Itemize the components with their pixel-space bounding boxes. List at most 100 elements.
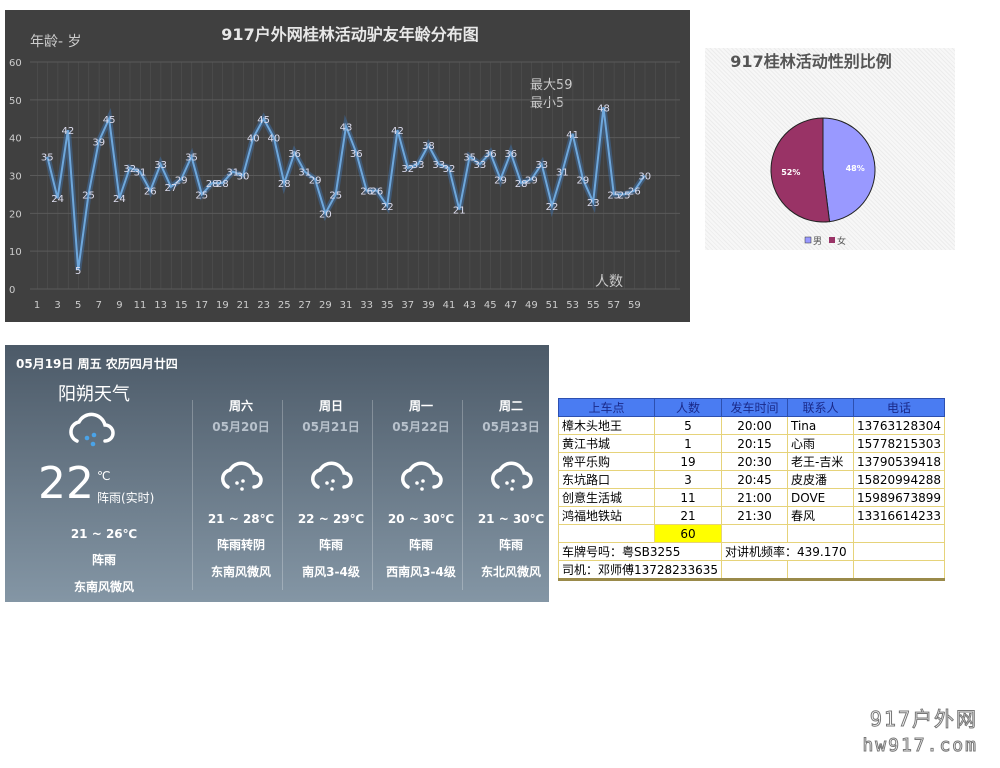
table-cell: 13790539418 (853, 452, 945, 471)
data-label: 35 (463, 153, 476, 164)
table-cell: 15778215303 (853, 434, 945, 453)
data-label: 33 (432, 160, 445, 171)
table-cell: 19 (654, 452, 722, 471)
day-separator (192, 400, 193, 590)
table-header: 上车点 人数 发车时间 联系人 电话 (558, 398, 945, 417)
column-header: 上车点 (558, 398, 655, 417)
table-cell: 黄江书城 (558, 434, 655, 453)
x-tick-label: 1 (34, 300, 40, 311)
data-label: 41 (566, 130, 579, 141)
data-label: 23 (587, 198, 600, 209)
data-label: 26 (628, 187, 641, 198)
table-row: 黄江书城 1 20:15 心雨 15778215303 (558, 434, 945, 453)
table-row: 东坑路口 3 20:45 皮皮潘 15820994288 (558, 470, 945, 489)
data-label: 39 (92, 137, 105, 148)
forecast-day: 周六 05月20日 21 ~ 28℃ 阵雨转阴 东南风微风 (197, 397, 285, 580)
table-cell (558, 524, 655, 543)
x-tick-label: 25 (278, 300, 291, 311)
table-cell: 13763128304 (853, 416, 945, 435)
data-label: 25 (618, 190, 631, 201)
driver-info: 司机：邓师傅13728233635 (558, 560, 722, 580)
pickup-table: 上车点 人数 发车时间 联系人 电话 樟木头地王 5 20:00 Tina 13763128304… (558, 398, 945, 581)
data-label: 42 (391, 126, 404, 137)
table-cell: 1 (654, 434, 722, 453)
x-tick-label: 41 (443, 300, 456, 311)
data-label: 48 (597, 103, 610, 114)
forecast-condition: 阵雨 (498, 538, 523, 552)
data-label: 40 (247, 134, 260, 145)
data-label: 31 (298, 168, 311, 179)
table-cell: Tina (787, 416, 854, 435)
data-label: 32 (443, 164, 456, 175)
forecast-weekday: 周日 (318, 399, 343, 413)
age-line-chart: 年龄- 岁 917户外网桂林活动驴友年龄分布图 最大59 最小5 人数 0 10 2… (5, 10, 690, 322)
y-tick-label: 30 (9, 172, 22, 183)
data-label: 29 (525, 175, 538, 186)
data-label: 33 (535, 160, 548, 171)
data-label: 36 (504, 149, 517, 160)
x-tick-label: 17 (195, 300, 208, 311)
data-label: 45 (257, 115, 270, 126)
data-label: 25 (195, 190, 208, 201)
annotation-max: 最大59 (530, 78, 573, 93)
pie-title: 917桂林活动性别比例 (730, 52, 891, 71)
data-label: 24 (51, 194, 64, 205)
forecast-condition: 阵雨 (408, 538, 433, 552)
pie-slice (770, 117, 831, 223)
x-tick-label: 35 (381, 300, 394, 311)
data-label: 28 (515, 179, 528, 190)
legend-male: 男 (813, 236, 822, 247)
pie-slice (822, 117, 876, 223)
data-label: 40 (268, 134, 281, 145)
forecast-range: 21 ~ 30℃ (477, 512, 545, 526)
forecast-weekday: 周六 (228, 399, 253, 413)
data-label: 29 (309, 175, 322, 186)
data-label: 36 (484, 149, 497, 160)
forecast-day: 周日 05月21日 22 ~ 29℃ 阵雨 南风3-4级 (287, 397, 375, 580)
cloud-rain-icon (221, 461, 263, 491)
data-label: 30 (638, 172, 651, 183)
table-cell: 皮皮潘 (787, 470, 854, 489)
forecast-range: 21 ~ 28℃ (207, 512, 275, 526)
table-cell: 20:30 (721, 452, 788, 471)
data-label: 26 (371, 187, 384, 198)
data-label: 33 (474, 160, 487, 171)
table-row: 鸿福地铁站 21 21:30 春风 13316614233 (558, 506, 945, 525)
y-tick-label: 40 (9, 134, 22, 145)
x-tick-label: 47 (504, 300, 517, 311)
table-cell: 心雨 (787, 434, 854, 453)
temp-unit: ℃ (97, 469, 111, 483)
forecast-day: 周二 05月23日 21 ~ 30℃ 阵雨 东北风微风 (467, 397, 555, 580)
x-tick-label: 49 (525, 300, 538, 311)
x-tick-label: 53 (566, 300, 579, 311)
table-cell: 15820994288 (853, 470, 945, 489)
forecast-range: 20 ~ 30℃ (387, 512, 455, 526)
data-label: 27 (165, 183, 178, 194)
table-cell: 21 (654, 506, 722, 525)
forecast-date: 05月21日 (302, 420, 360, 434)
x-tick-label: 15 (175, 300, 188, 311)
y-tick-label: 60 (9, 58, 22, 69)
data-label: 28 (206, 179, 219, 190)
forecast-condition: 阵雨 (318, 538, 343, 552)
total-count: 60 (654, 524, 722, 543)
data-label: 36 (288, 149, 301, 160)
weather-widget: 05月19日 周五 农历四月廿四 阳朔天气 22 ℃ 阵雨(实时) 21 ~ 2… (5, 345, 549, 602)
data-label: 38 (422, 141, 435, 152)
data-label: 21 (453, 206, 466, 217)
x-tick-label: 19 (216, 300, 229, 311)
forecast-weekday: 周二 (498, 399, 523, 413)
forecast-range: 22 ~ 29℃ (297, 512, 365, 526)
day-separator (282, 400, 283, 590)
data-label: 30 (237, 172, 250, 183)
data-label: 25 (607, 190, 620, 201)
age-line-chart-svg: 年龄- 岁 917户外网桂林活动驴友年龄分布图 最大59 最小5 人数 0 10 2… (9, 25, 680, 311)
watermark-url: hw917.com (862, 735, 978, 757)
x-tick-label: 45 (484, 300, 497, 311)
table-cell: 樟木头地王 (558, 416, 655, 435)
x-tick-label: 33 (360, 300, 373, 311)
x-tick-label: 43 (463, 300, 476, 311)
column-header: 人数 (654, 398, 722, 417)
legend-female: 女 (837, 235, 846, 247)
x-tick-label: 55 (587, 300, 600, 311)
